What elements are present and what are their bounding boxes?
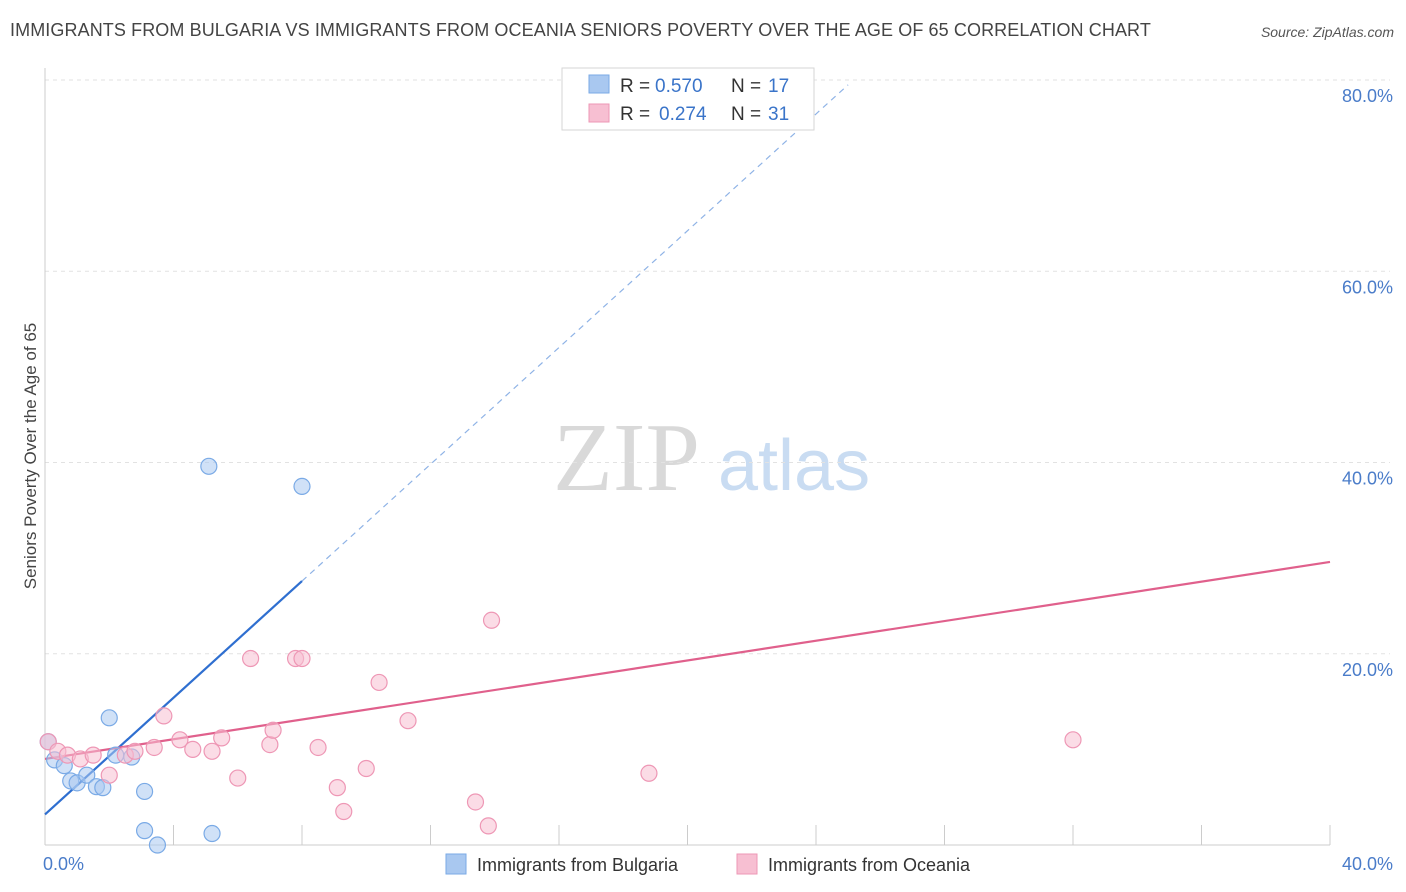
data-point-oceania (479, 817, 497, 835)
legend-n-label-bulgaria: N = (731, 76, 761, 97)
data-point-oceania (155, 707, 173, 725)
data-point-bulgaria (135, 822, 154, 840)
data-point-oceania (261, 735, 279, 754)
bottom-legend-label-bulgaria: Immigrants from Bulgaria (477, 855, 679, 875)
data-point-bulgaria (100, 709, 118, 727)
bottom-legend-label-oceania: Immigrants from Oceania (768, 855, 971, 875)
legend-r-value-bulgaria: 0.570 (655, 76, 703, 97)
data-point-oceania (213, 729, 231, 747)
legend-swatch-oceania (588, 103, 610, 123)
data-point-bulgaria (135, 782, 154, 801)
data-points (39, 457, 1082, 854)
data-point-oceania (264, 721, 282, 739)
x-tick-label-max: 40.0% (1342, 854, 1393, 874)
data-point-oceania (466, 793, 485, 811)
y-tick-label: 60.0% (1342, 277, 1393, 297)
data-point-oceania (126, 742, 144, 760)
gridlines (45, 79, 1390, 655)
data-point-oceania (1064, 731, 1082, 749)
data-point-oceania (370, 673, 388, 692)
legend-r-label-oceania: R = (620, 104, 650, 125)
bottom-legend-swatch-oceania (736, 853, 758, 875)
data-point-oceania (171, 731, 189, 749)
data-point-oceania (328, 779, 346, 797)
top-legend: R = 0.570 N = 17 R = 0.274 N = 31 (561, 67, 815, 131)
data-point-bulgaria (203, 824, 221, 843)
data-point-oceania (293, 649, 311, 668)
data-point-oceania (100, 766, 118, 784)
x-tick-label-min: 0.0% (43, 854, 84, 874)
data-point-oceania (242, 649, 260, 668)
y-tick-label: 80.0% (1342, 86, 1393, 106)
source-credit: Source: ZipAtlas.com (1260, 24, 1394, 40)
data-point-oceania (203, 742, 221, 760)
legend-swatch-bulgaria (588, 74, 610, 94)
data-point-oceania (640, 764, 658, 782)
legend-n-label-oceania: N = (731, 104, 761, 125)
legend-r-value-oceania: 0.274 (659, 104, 707, 125)
chart-title: IMMIGRANTS FROM BULGARIA VS IMMIGRANTS F… (10, 20, 1151, 40)
watermark-zip: ZIP (553, 404, 700, 512)
data-point-oceania (335, 802, 353, 821)
bottom-legend: Immigrants from Bulgaria Immigrants from… (445, 853, 971, 875)
data-point-oceania (482, 611, 501, 629)
y-axis-label: Seniors Poverty Over the Age of 65 (21, 323, 40, 589)
data-point-oceania (399, 712, 417, 730)
data-point-bulgaria (293, 477, 311, 496)
data-point-oceania (309, 738, 327, 757)
tick-labels: 20.0% 40.0% 60.0% 80.0% 0.0% 40.0% (43, 86, 1393, 874)
data-point-oceania (84, 746, 102, 764)
data-point-bulgaria (200, 457, 218, 475)
data-point-oceania (357, 759, 375, 778)
trendline-extension-bulgaria (301, 84, 849, 582)
data-point-oceania (229, 769, 247, 787)
data-point-oceania (184, 740, 202, 758)
legend-n-value-bulgaria: 17 (768, 76, 789, 97)
legend-n-value-oceania: 31 (768, 104, 789, 125)
trendline-oceania (44, 560, 1331, 761)
legend-r-label-bulgaria: R = (620, 76, 650, 97)
data-point-bulgaria (78, 766, 96, 784)
y-tick-label: 20.0% (1342, 660, 1393, 680)
watermark-atlas: atlas (718, 426, 870, 506)
y-tick-label: 40.0% (1342, 469, 1393, 489)
bottom-legend-swatch-bulgaria (445, 853, 467, 875)
axes (44, 68, 1331, 846)
data-point-bulgaria (148, 836, 167, 854)
data-point-oceania (145, 738, 163, 757)
